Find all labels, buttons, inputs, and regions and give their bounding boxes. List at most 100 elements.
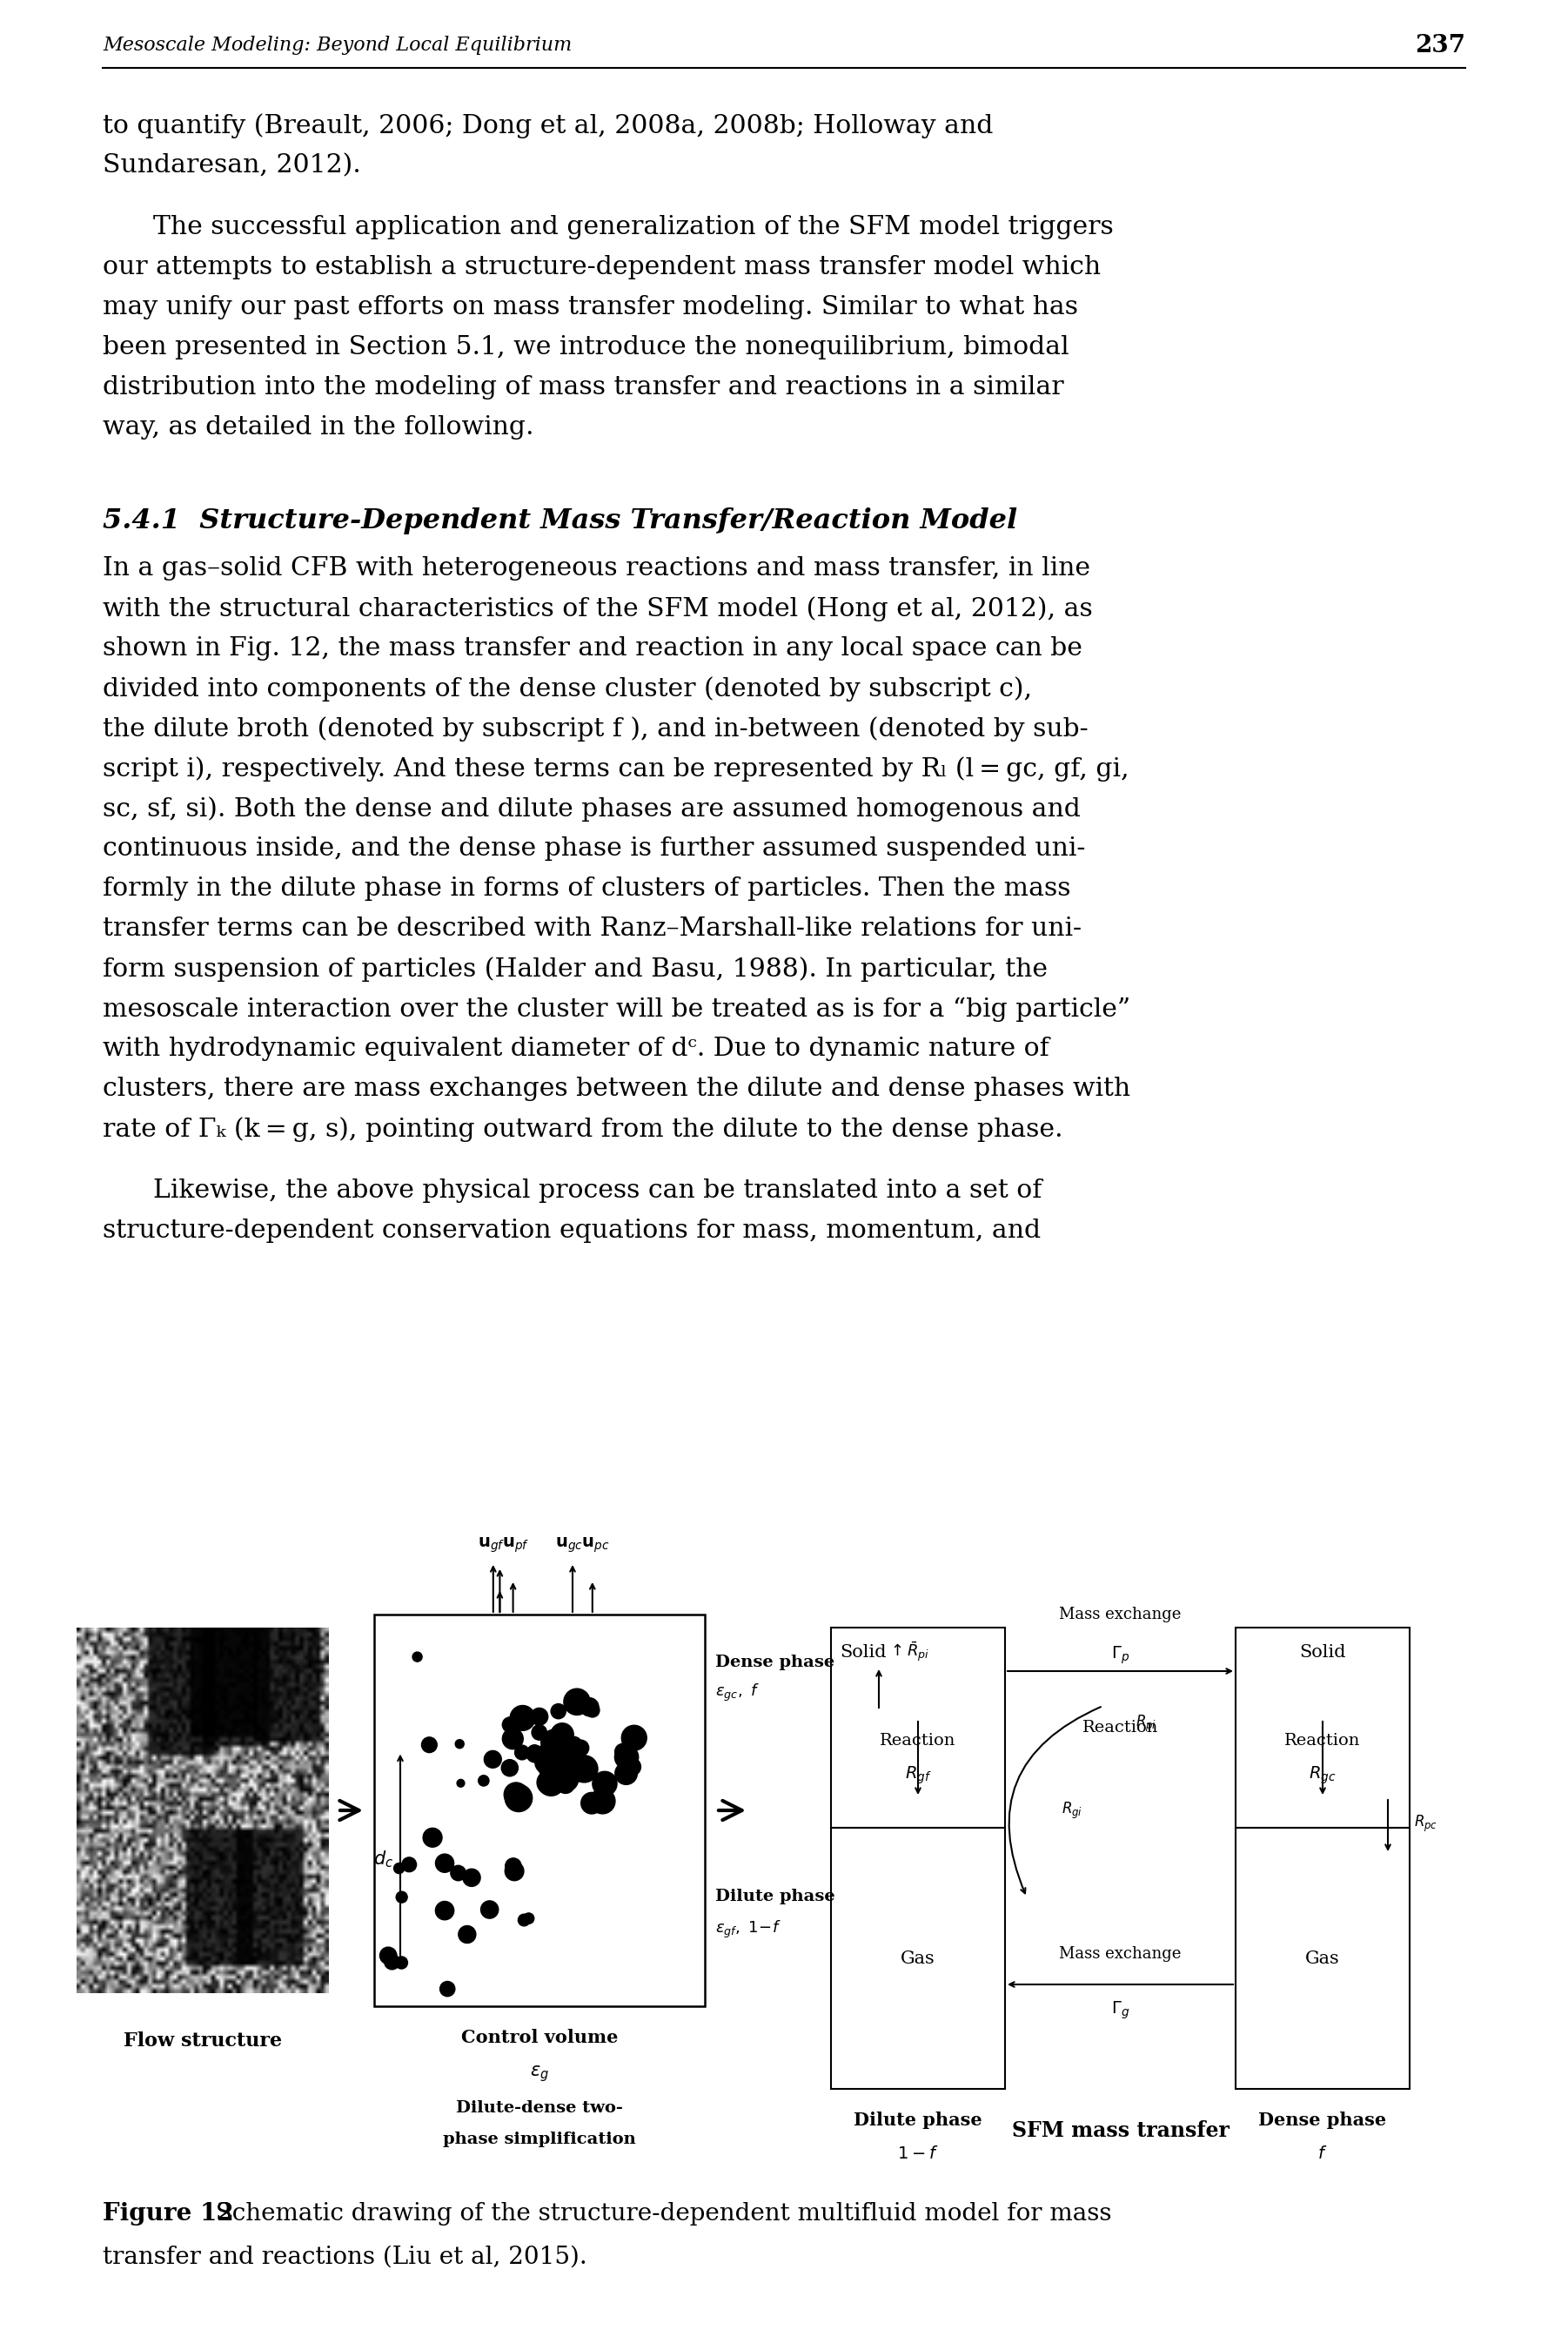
Circle shape: [544, 1760, 569, 1786]
Text: $\Gamma_g$: $\Gamma_g$: [1112, 2000, 1129, 2021]
Text: The successful application and generalization of the SFM model triggers: The successful application and generaliz…: [154, 216, 1113, 240]
Text: rate of Γₖ (k = g, s), pointing outward from the dilute to the dense phase.: rate of Γₖ (k = g, s), pointing outward …: [102, 1116, 1063, 1142]
Circle shape: [550, 1704, 566, 1718]
Circle shape: [569, 1753, 590, 1774]
Circle shape: [401, 1856, 417, 1873]
Circle shape: [478, 1774, 489, 1786]
Bar: [831, 1828, 1005, 2089]
Circle shape: [554, 1767, 579, 1791]
Text: distribution into the modeling of mass transfer and reactions in a similar: distribution into the modeling of mass t…: [102, 376, 1063, 400]
Circle shape: [502, 1718, 517, 1732]
Text: transfer and reactions (Liu et al, 2015).: transfer and reactions (Liu et al, 2015)…: [102, 2247, 586, 2270]
Text: form suspension of particles (Halder and Basu, 1988). In particular, the: form suspension of particles (Halder and…: [102, 956, 1047, 982]
Text: $\Gamma_p$: $\Gamma_p$: [1112, 1645, 1129, 1666]
Circle shape: [505, 1859, 521, 1875]
Text: Dense phase: Dense phase: [715, 1654, 834, 1671]
Text: Solid: Solid: [1300, 1643, 1345, 1659]
Text: $\mathbf{u}_{gc}\mathbf{u}_{pc}$: $\mathbf{u}_{gc}\mathbf{u}_{pc}$: [555, 1535, 610, 1553]
Text: $\uparrow \bar{R}_{pi}$: $\uparrow \bar{R}_{pi}$: [887, 1640, 930, 1664]
Circle shape: [558, 1748, 577, 1767]
Text: divided into components of the dense cluster (denoted by subscript c),: divided into components of the dense clu…: [102, 677, 1032, 700]
Circle shape: [502, 1760, 517, 1777]
Text: $R_{gc}$: $R_{gc}$: [1309, 1765, 1336, 1786]
Text: formly in the dilute phase in forms of clusters of particles. Then the mass: formly in the dilute phase in forms of c…: [102, 877, 1071, 900]
Text: Mass exchange: Mass exchange: [1060, 1946, 1181, 1962]
Text: been presented in Section 5.1, we introduce the nonequilibrium, bimodal: been presented in Section 5.1, we introd…: [102, 336, 1069, 360]
Circle shape: [571, 1755, 597, 1781]
Text: clusters, there are mass exchanges between the dilute and dense phases with: clusters, there are mass exchanges betwe…: [102, 1076, 1131, 1102]
Text: structure-dependent conservation equations for mass, momentum, and: structure-dependent conservation equatio…: [102, 1220, 1041, 1243]
Circle shape: [596, 1784, 612, 1800]
Circle shape: [505, 1784, 532, 1812]
Text: may unify our past efforts on mass transfer modeling. Similar to what has: may unify our past efforts on mass trans…: [102, 296, 1079, 320]
Text: $\varepsilon_{gf},\ 1\!-\!f$: $\varepsilon_{gf},\ 1\!-\!f$: [715, 1920, 781, 1941]
Circle shape: [422, 1737, 437, 1753]
Bar: [1236, 1828, 1410, 2089]
Circle shape: [554, 1746, 571, 1765]
Circle shape: [543, 1758, 563, 1779]
Text: 237: 237: [1414, 33, 1466, 56]
Circle shape: [549, 1741, 564, 1758]
Text: $R_{pi}$: $R_{pi}$: [1135, 1713, 1157, 1734]
Text: Mesoscale Modeling: Beyond Local Equilibrium: Mesoscale Modeling: Beyond Local Equilib…: [102, 35, 572, 54]
Circle shape: [564, 1690, 590, 1716]
Text: Likewise, the above physical process can be translated into a set of: Likewise, the above physical process can…: [154, 1180, 1041, 1203]
Text: sc, sf, si). Both the dense and dilute phases are assumed homogenous and: sc, sf, si). Both the dense and dilute p…: [102, 797, 1080, 822]
Circle shape: [582, 1793, 602, 1814]
Text: Mass exchange: Mass exchange: [1060, 1607, 1181, 1622]
Text: Dilute phase: Dilute phase: [853, 2113, 982, 2129]
Circle shape: [615, 1746, 638, 1770]
Circle shape: [580, 1697, 599, 1715]
Circle shape: [543, 1730, 564, 1751]
Circle shape: [384, 1955, 400, 1969]
Circle shape: [527, 1744, 541, 1760]
Circle shape: [585, 1704, 599, 1718]
Circle shape: [394, 1864, 405, 1873]
Text: $R_{pc}$: $R_{pc}$: [1414, 1814, 1438, 1833]
Text: mesoscale interaction over the cluster will be treated as is for a “big particle: mesoscale interaction over the cluster w…: [102, 996, 1131, 1022]
Text: In a gas–solid CFB with heterogeneous reactions and mass transfer, in line: In a gas–solid CFB with heterogeneous re…: [102, 557, 1090, 580]
Circle shape: [541, 1734, 555, 1748]
Text: continuous inside, and the dense phase is further assumed suspended uni-: continuous inside, and the dense phase i…: [102, 837, 1085, 860]
Text: Sundaresan, 2012).: Sundaresan, 2012).: [102, 153, 361, 179]
Text: script i), respectively. And these terms can be represented by Rₗ (l = gc, gf, g: script i), respectively. And these terms…: [102, 757, 1129, 783]
Text: $\varepsilon_{gc},\ f$: $\varepsilon_{gc},\ f$: [715, 1683, 759, 1704]
Text: $d_c$: $d_c$: [373, 1849, 394, 1871]
Circle shape: [552, 1741, 579, 1767]
Text: $R_{gf}$: $R_{gf}$: [905, 1765, 931, 1786]
Circle shape: [572, 1739, 590, 1755]
Circle shape: [524, 1913, 535, 1925]
Circle shape: [539, 1739, 566, 1767]
Circle shape: [532, 1725, 547, 1739]
Text: 5.4.1  Structure-Dependent Mass Transfer/Reaction Model: 5.4.1 Structure-Dependent Mass Transfer/…: [102, 508, 1018, 533]
Bar: [375, 1614, 706, 2007]
Circle shape: [590, 1788, 615, 1814]
Text: Dense phase: Dense phase: [1259, 2113, 1386, 2129]
Circle shape: [514, 1746, 530, 1760]
Circle shape: [593, 1772, 616, 1795]
Text: shown in Fig. 12, the mass transfer and reaction in any local space can be: shown in Fig. 12, the mass transfer and …: [102, 637, 1082, 660]
Circle shape: [397, 1892, 408, 1904]
Text: Gas: Gas: [1305, 1950, 1341, 1967]
Circle shape: [412, 1652, 422, 1661]
Circle shape: [547, 1748, 574, 1774]
Circle shape: [513, 1706, 533, 1727]
Text: Dilute-dense two-: Dilute-dense two-: [456, 2101, 622, 2115]
Circle shape: [456, 1779, 464, 1786]
Circle shape: [535, 1751, 558, 1774]
Text: SFM mass transfer: SFM mass transfer: [1011, 2120, 1229, 2141]
Circle shape: [379, 1948, 397, 1965]
Text: Figure 12: Figure 12: [102, 2202, 234, 2225]
Circle shape: [557, 1774, 574, 1793]
Circle shape: [455, 1739, 464, 1748]
Text: the dilute broth (denoted by subscript f ), and in-between (denoted by sub-: the dilute broth (denoted by subscript f…: [102, 717, 1088, 743]
Text: Gas: Gas: [900, 1950, 935, 1967]
Circle shape: [505, 1861, 524, 1880]
Circle shape: [536, 1770, 561, 1795]
Circle shape: [463, 1868, 480, 1887]
Circle shape: [503, 1784, 528, 1807]
Text: transfer terms can be described with Ranz–Marshall-like relations for uni-: transfer terms can be described with Ran…: [102, 916, 1082, 940]
Circle shape: [441, 1981, 455, 1998]
Circle shape: [547, 1748, 568, 1770]
Circle shape: [621, 1725, 646, 1751]
